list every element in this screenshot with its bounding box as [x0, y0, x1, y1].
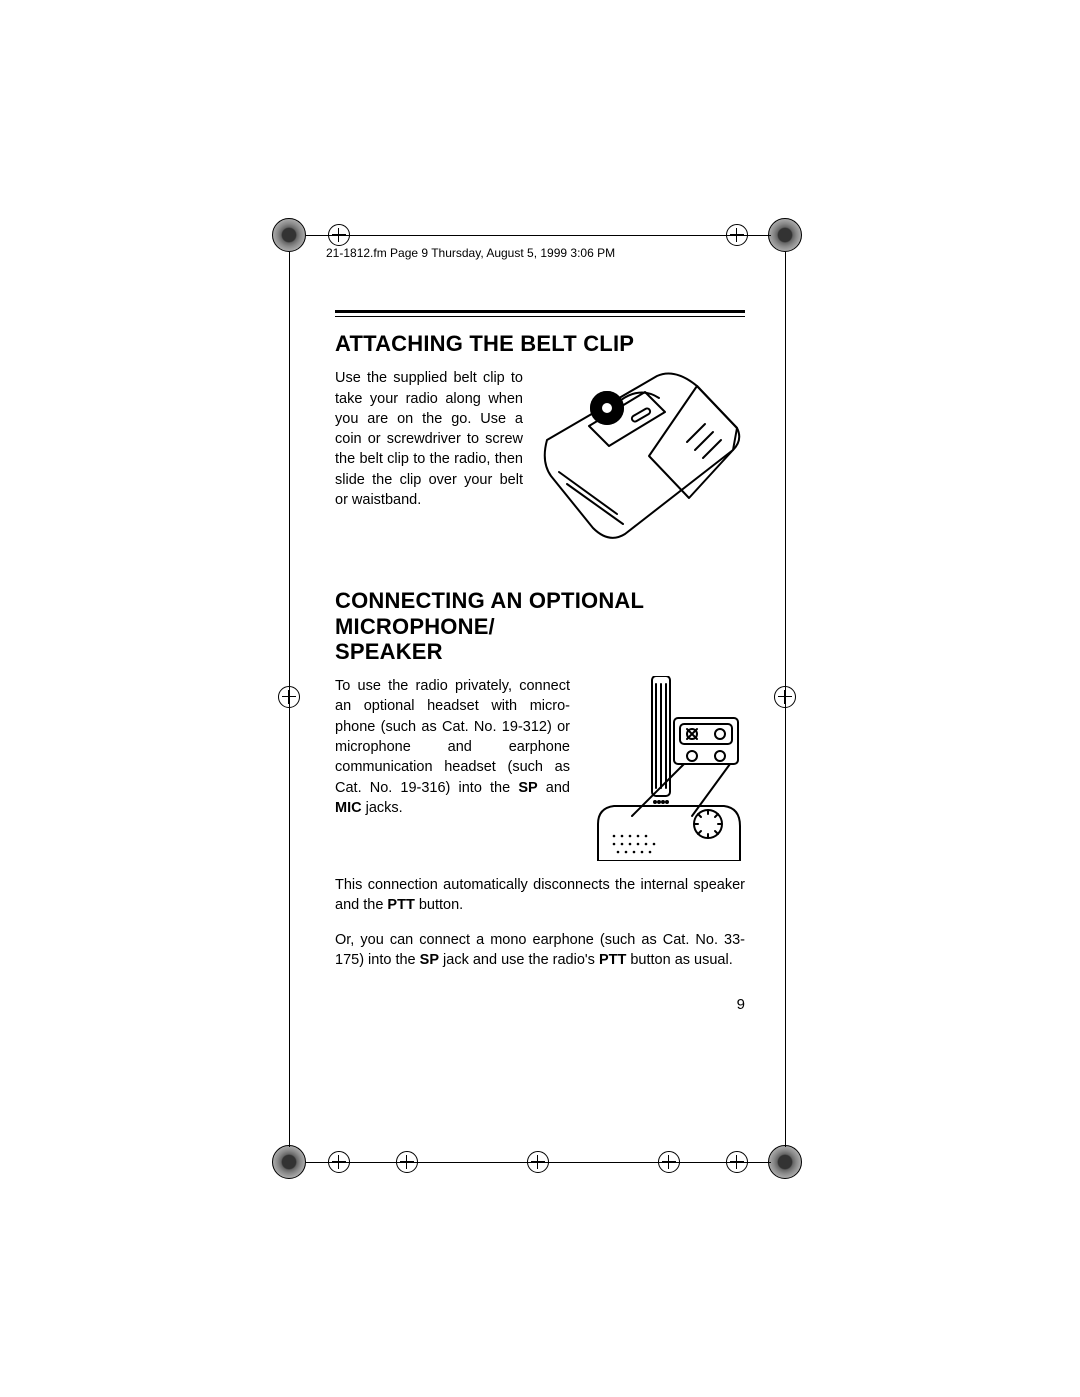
section2-title: CONNECTING AN OPTIONAL MICROPHONE/ SPEAK…: [335, 588, 745, 664]
section2-para3: Or, you can connect a mono earphone (suc…: [335, 930, 745, 971]
section-mic-speaker: CONNECTING AN OPTIONAL MICROPHONE/ SPEAK…: [335, 588, 745, 970]
label-jacks: jacks.: [362, 800, 403, 816]
page: 21-1812.fm Page 9 Thursday, August 5, 19…: [0, 0, 1080, 1397]
jack-illustration: [584, 676, 744, 861]
reg-mark-br: [768, 1145, 802, 1179]
content-column: ATTACHING THE BELT CLIP Use the supplied…: [335, 310, 745, 1013]
section2-body: To use the radio private­ly, connect an …: [335, 676, 570, 861]
label-and: and: [538, 780, 570, 796]
belt-clip-illustration: [537, 368, 743, 548]
reg-mark-tl: [272, 218, 306, 252]
header-text: 21-1812.fm Page 9 Thursday, August 5, 19…: [320, 246, 621, 260]
sec2-lead: To use the radio private­ly, connect an …: [335, 678, 570, 795]
p3c: button as usual.: [626, 952, 732, 968]
label-sp: SP: [518, 780, 537, 796]
p2b: button.: [415, 897, 463, 913]
section1-title: ATTACHING THE BELT CLIP: [335, 331, 745, 356]
crop-line-top: [306, 235, 771, 236]
section-belt-clip: ATTACHING THE BELT CLIP Use the supplied…: [335, 331, 745, 548]
section-rule: [335, 310, 745, 317]
p2-ptt: PTT: [387, 897, 414, 913]
page-number: 9: [335, 996, 745, 1013]
label-mic: MIC: [335, 800, 362, 816]
reg-mark-bl: [272, 1145, 306, 1179]
p3-ptt: PTT: [599, 952, 626, 968]
section1-body: Use the supplied belt clip to take your …: [335, 368, 523, 548]
p3-sp: SP: [420, 952, 439, 968]
section2-para2: This connection automatically disconnect…: [335, 875, 745, 916]
p3b: jack and use the radio's: [439, 952, 599, 968]
header-filename: 21-1812.fm Page 9 Thursday, August 5, 19…: [320, 246, 780, 260]
